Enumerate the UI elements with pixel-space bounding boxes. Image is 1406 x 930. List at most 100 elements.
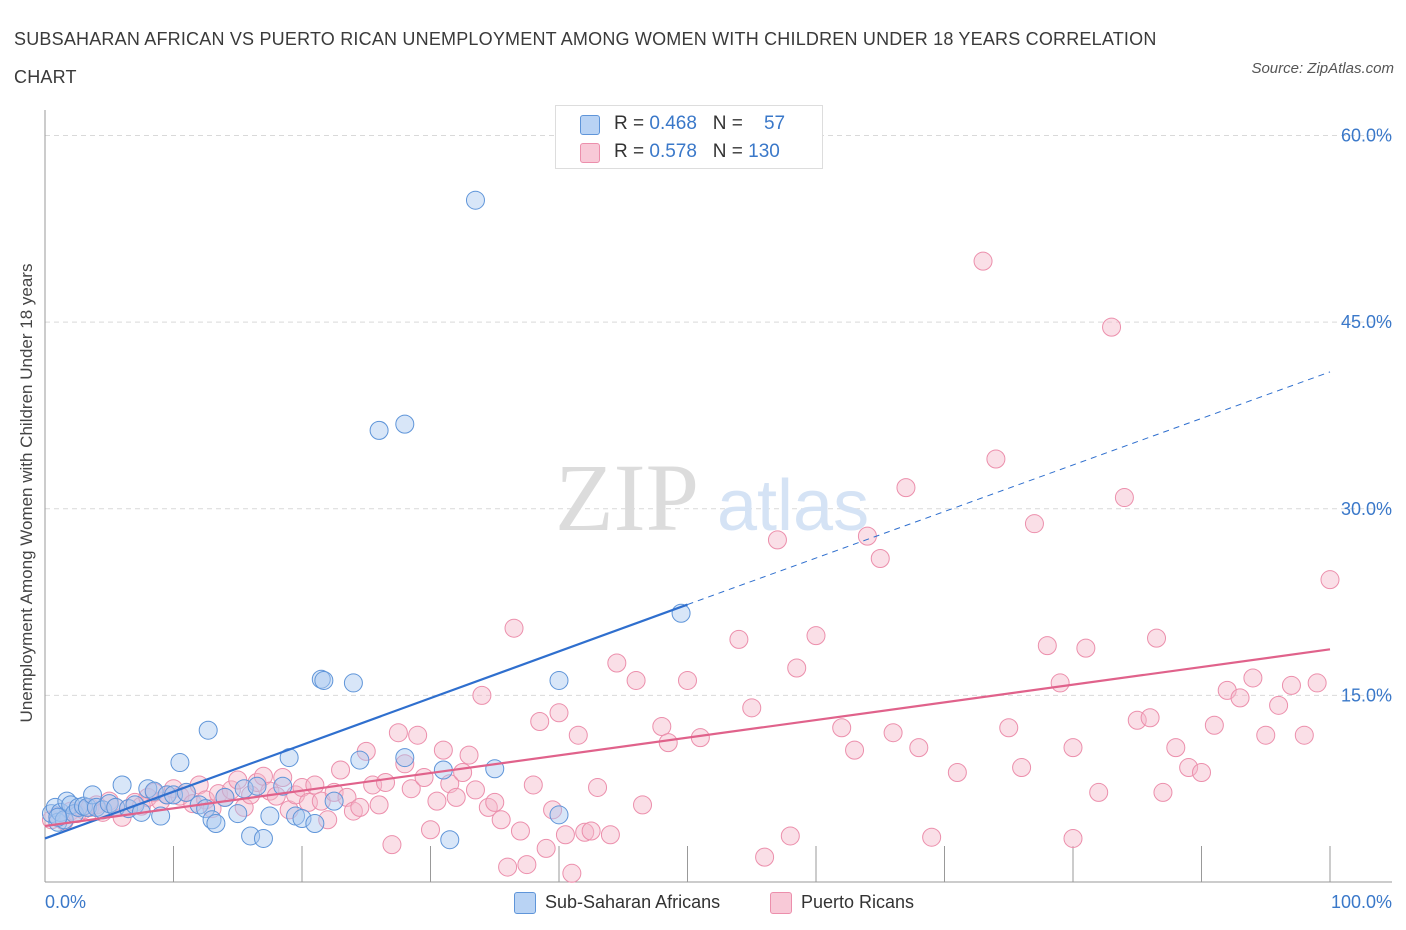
puerto-rican-point-58	[414, 767, 434, 787]
sub-saharan-point-57	[549, 805, 569, 825]
puerto-rican-point-94	[729, 629, 749, 649]
puerto-rican-point-113	[1024, 514, 1044, 534]
puerto-rican-point-75	[523, 775, 543, 795]
sub-saharan-point-46	[324, 791, 344, 811]
puerto-rican-point-135	[1294, 725, 1314, 745]
axes	[44, 110, 1392, 883]
puerto-rican-point-80	[555, 825, 575, 845]
puerto-rican-point-81	[562, 863, 582, 883]
puerto-rican-point-130	[1230, 688, 1250, 708]
sub-saharan-point-56	[549, 670, 569, 690]
sub-saharan-point-31	[206, 814, 226, 834]
series-sub-saharan-africans	[41, 190, 691, 850]
r-value: 0.578	[649, 141, 697, 162]
puerto-rican-point-82	[568, 725, 588, 745]
sub-saharan-point-14	[99, 794, 119, 814]
puerto-rican-point-72	[504, 618, 524, 638]
puerto-rican-point-119	[1102, 317, 1122, 337]
puerto-rican-point-87	[607, 653, 627, 673]
puerto-rican-point-83	[575, 822, 595, 842]
puerto-rican-point-106	[909, 738, 929, 758]
puerto-rican-point-63	[446, 787, 466, 807]
sub-saharan-point-33	[228, 804, 248, 824]
puerto-rican-point-56	[401, 779, 421, 799]
puerto-rican-point-95	[742, 698, 762, 718]
sub-saharan-point-43	[305, 814, 325, 834]
puerto-rican-point-133	[1269, 695, 1289, 715]
gridlines	[45, 135, 1392, 696]
puerto-rican-point-70	[491, 810, 511, 830]
x-tick-label-1: 100.0%	[1331, 892, 1392, 912]
puerto-rican-point-105	[896, 478, 916, 498]
sub-saharan-point-59	[48, 807, 68, 827]
y-tick-label-2: 45.0%	[1341, 312, 1392, 332]
puerto-rican-point-117	[1076, 638, 1096, 658]
sub-saharan-point-29	[198, 720, 218, 740]
series-puerto-ricans	[41, 251, 1340, 883]
puerto-rican-point-128	[1204, 715, 1224, 735]
puerto-rican-point-138	[1063, 828, 1083, 848]
puerto-rican-point-115	[1050, 673, 1070, 693]
puerto-rican-point-108	[947, 763, 967, 783]
puerto-rican-point-68	[478, 797, 498, 817]
puerto-rican-point-137	[1320, 570, 1340, 590]
legend-text-pink: R = 0.578 N = 130	[614, 138, 780, 166]
puerto-rican-point-48	[350, 797, 370, 817]
puerto-rican-point-118	[1089, 782, 1109, 802]
sub-saharan-point-53	[440, 830, 460, 850]
sub-saharan-point-25	[170, 753, 190, 773]
puerto-rican-point-52	[376, 772, 396, 792]
puerto-rican-point-76	[530, 712, 550, 732]
n-value: 130	[748, 141, 780, 162]
puerto-rican-point-41	[305, 775, 325, 795]
correlation-legend: R = 0.468 N = 57 R = 0.578 N = 130	[555, 105, 823, 169]
puerto-rican-point-71	[498, 857, 518, 877]
puerto-rican-point-124	[1153, 782, 1173, 802]
n-value: 57	[763, 113, 786, 134]
watermark-zip: ZIP	[555, 444, 699, 551]
puerto-rican-point-74	[517, 855, 537, 875]
sub-saharan-point-50	[395, 414, 415, 434]
puerto-rican-point-112	[1012, 758, 1032, 778]
puerto-rican-point-78	[543, 800, 563, 820]
puerto-rican-point-85	[588, 777, 608, 797]
puerto-rican-point-107	[922, 827, 942, 847]
puerto-rican-point-111	[999, 718, 1019, 738]
puerto-rican-point-103	[870, 549, 890, 569]
puerto-rican-point-104	[883, 723, 903, 743]
legend-swatch-pink	[580, 143, 600, 163]
r-value: 0.468	[649, 113, 697, 134]
trend-line-sub-saharan	[44, 603, 688, 840]
puerto-rican-point-96	[767, 530, 787, 550]
puerto-rican-point-61	[433, 740, 453, 760]
x-tick-label-0: 0.0%	[45, 892, 86, 912]
puerto-rican-point-139	[755, 847, 775, 867]
sub-saharan-point-21	[144, 781, 164, 801]
sub-saharan-point-16	[112, 775, 132, 795]
sub-saharan-point-42	[292, 809, 312, 829]
puerto-rican-point-77	[536, 838, 556, 858]
puerto-rican-point-120	[1114, 488, 1134, 508]
sub-saharan-point-30	[202, 810, 222, 830]
chart-title: SUBSAHARAN AFRICAN VS PUERTO RICAN UNEMP…	[14, 29, 1157, 87]
puerto-rican-point-84	[581, 821, 601, 841]
bottom-legend-label-blue: Sub-Saharan Africans	[545, 892, 721, 912]
legend-text-blue: R = 0.468 N = 57	[614, 110, 785, 138]
puerto-rican-point-86	[600, 825, 620, 845]
watermark: ZIP atlas	[555, 444, 869, 551]
tick-labels: 15.0% 30.0% 45.0% 60.0% 0.0% 100.0%	[45, 126, 1392, 913]
sub-saharan-point-51	[395, 748, 415, 768]
legend-swatch-blue	[580, 115, 600, 135]
puerto-rican-point-114	[1037, 636, 1057, 656]
sub-saharan-point-49	[369, 420, 389, 440]
puerto-rican-point-126	[1179, 758, 1199, 778]
bottom-legend-swatch-blue	[514, 892, 536, 914]
puerto-rican-point-122	[1140, 708, 1160, 728]
trend-line-sub-saharan-extension	[687, 371, 1331, 606]
puerto-rican-point-125	[1166, 738, 1186, 758]
puerto-rican-point-55	[395, 754, 415, 774]
r-label: R =	[614, 113, 650, 134]
y-axis-label: Unemployment Among Women with Children U…	[17, 263, 36, 723]
puerto-rican-point-99	[806, 626, 826, 646]
